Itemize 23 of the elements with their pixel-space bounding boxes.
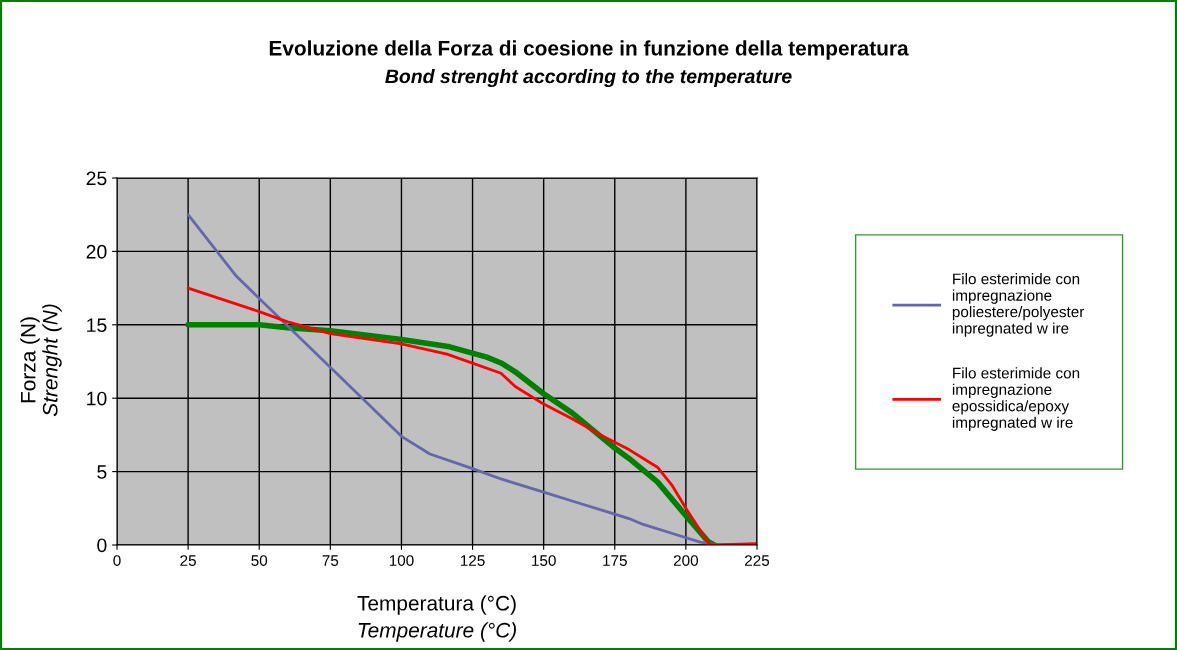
chart-subtitle: Bond strenght according to the temperature — [385, 68, 792, 88]
y-tick-label: 20 — [86, 244, 107, 259]
x-tick-label: 125 — [460, 555, 485, 566]
x-tick-label: 225 — [745, 555, 770, 566]
chart-title: Evoluzione della Forza di coesione in funzione della temperatura — [269, 40, 909, 60]
line-series — [186, 286, 757, 545]
y-tick-label: 25 — [86, 171, 107, 186]
x-tick-label: 200 — [673, 555, 699, 566]
y-tick-label: 0 — [97, 538, 107, 553]
x-tick-label: 50 — [251, 555, 268, 566]
x-tick-label: 0 — [113, 555, 121, 566]
x-tick-label: 150 — [532, 555, 556, 566]
y-tick-label: 10 — [87, 391, 107, 406]
x-tick-label: 175 — [603, 555, 627, 566]
x-tick-label: 25 — [180, 555, 196, 566]
legend-label: Filo esterimide con impregnazione epossidica/epoxy impregnated w ire — [952, 367, 1080, 431]
x-tick-label: 75 — [322, 555, 339, 566]
y-tick-label: 5 — [97, 465, 107, 479]
y-tick-label: 15 — [87, 318, 107, 333]
x-tick-label: 100 — [389, 555, 414, 566]
y-axis-title: Forza (N) Strenght (N) — [20, 304, 62, 417]
legend-label: Filo esterimide con impregnazione poliestere/polyester inpregnated w ire — [952, 273, 1085, 337]
x-axis-title: Temperatura (°C) Temperature (°C) — [357, 595, 516, 642]
